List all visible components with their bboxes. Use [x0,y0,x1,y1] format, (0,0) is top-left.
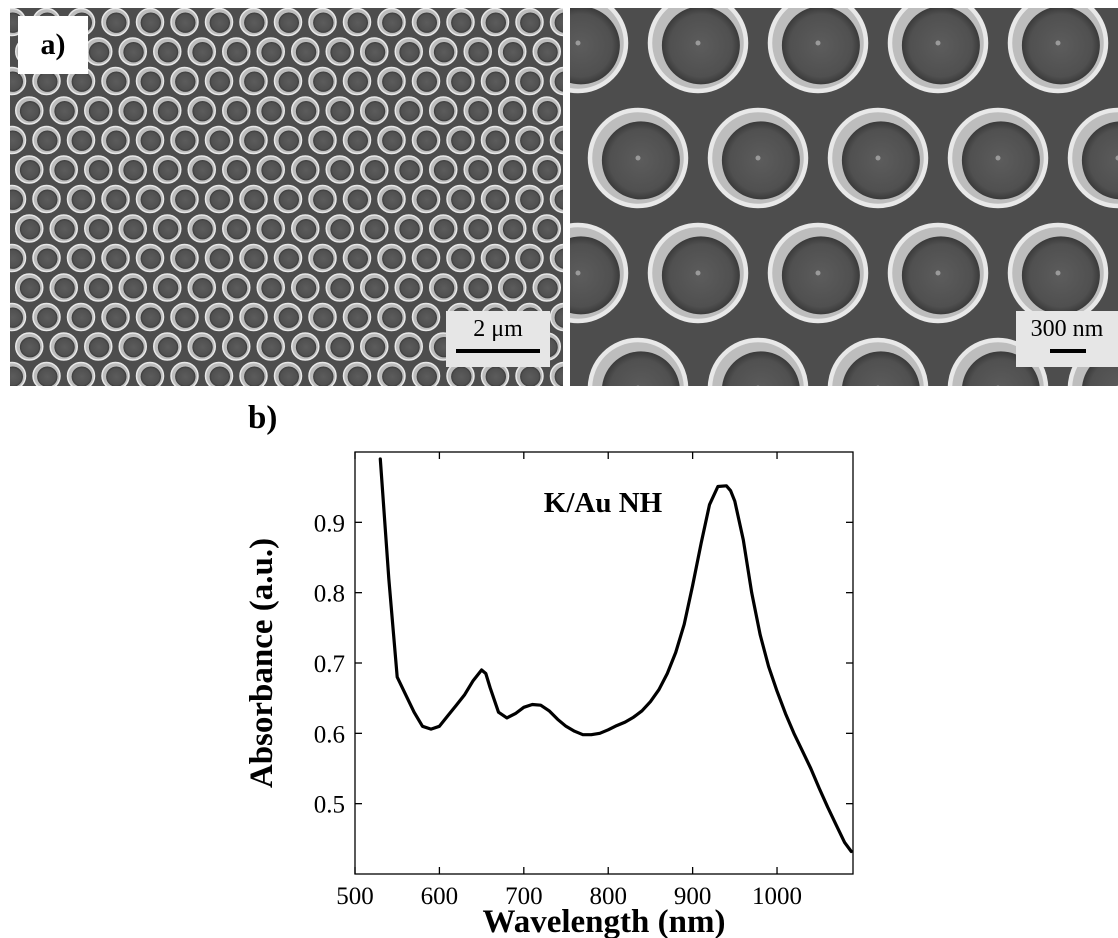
scale-bar-right-line [1050,349,1086,353]
x-tick-label: 600 [421,883,459,910]
sem-image-right: 300 nm [570,8,1118,386]
x-tick-label: 500 [336,883,374,910]
x-tick-label: 800 [589,883,627,910]
figure-panel-b: 500 600 700 800 900 1000 0.5 0.6 0.7 0.8 0.9 K/Au N… [0,386,1118,938]
x-tick-label: 900 [674,883,712,910]
x-tick-label: 1000 [752,883,802,910]
scale-bar-left-label: 2 μm [473,316,523,342]
y-tick-label: 0.6 [314,721,345,748]
figure-panel-a: a) 2 μm 300 nm [10,8,1118,386]
x-axis-label: Wavelength (nm) [483,904,726,938]
sem-micrograph-icon [10,8,563,386]
chart-annotation: K/Au NH [544,487,663,519]
y-tick-label: 0.8 [314,581,345,608]
y-tick-label: 0.7 [314,651,345,678]
panel-a-label: a) [18,16,88,74]
scale-bar-left: 2 μm [446,311,550,367]
x-tick-label: 700 [505,883,543,910]
series-line-0 [378,457,853,854]
y-tick-label: 0.9 [314,510,345,537]
panel-b-label: b) [248,400,277,436]
scale-bar-right: 300 nm [1016,311,1118,367]
absorbance-chart: 500 600 700 800 900 1000 0.5 0.6 0.7 0.8 0.9 K/Au N… [244,400,854,938]
y-tick-label: 0.5 [314,792,345,819]
scale-bar-left-line [456,349,540,353]
sem-image-left: a) 2 μm [10,8,563,386]
scale-bar-right-label: 300 nm [1030,316,1104,342]
y-axis-label: Absorbance (a.u.) [244,538,280,788]
